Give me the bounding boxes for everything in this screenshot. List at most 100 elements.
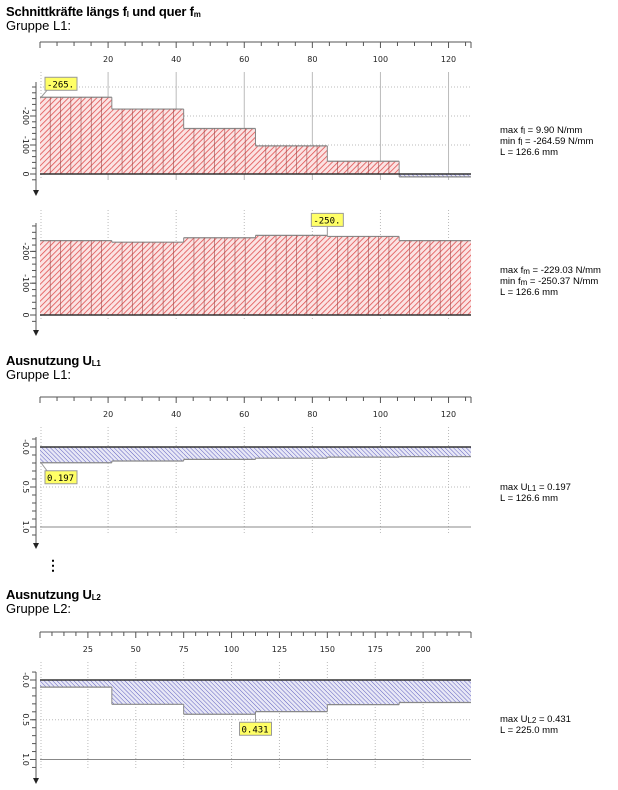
stats-ul1: max UL1 = 0.197 L = 126.6 mm: [500, 482, 571, 504]
y-axis: 0 -100 -200: [21, 82, 39, 196]
value-callout: 0.197: [40, 462, 78, 485]
callout-box: [239, 721, 272, 736]
stat-subscript: L1: [527, 484, 537, 493]
title-text: Schnittkräfte längs f: [6, 4, 127, 19]
stat-text: max U: [500, 714, 528, 725]
y-axis: -0.0 0.5 1.0: [21, 671, 39, 784]
bar: [183, 447, 256, 460]
title-subscript: L1: [91, 359, 101, 368]
x-tick-label: 40: [171, 55, 181, 64]
callout-label: 0.431: [242, 725, 269, 735]
value-callout: 0.431: [239, 714, 272, 736]
title-text: Ausnutzung U: [6, 353, 92, 368]
section-title-ul1: Ausnutzung UL1: [6, 353, 101, 368]
x-axis: 25 50 75 100 125 150 175 200: [39, 631, 472, 654]
chart-fl: 20 40 60 80 100 120 0 -100 -200 -265.: [21, 41, 472, 196]
callout-label: -250.: [313, 216, 340, 226]
bar: [255, 235, 328, 315]
bar: [111, 680, 184, 705]
bar: [111, 109, 184, 174]
y-tick-label: -100: [21, 274, 30, 292]
stat-subscript: l: [520, 138, 523, 147]
bar: [255, 680, 328, 712]
stat-line: max fm = -229.03 N/mm: [500, 265, 601, 276]
x-tick-label: 60: [239, 410, 249, 419]
bar: [399, 680, 471, 703]
group-label: Gruppe L2:: [6, 601, 72, 616]
arrow-down-icon: [33, 543, 39, 549]
x-tick-label: 100: [373, 55, 388, 64]
stat-text: = 0.431: [536, 714, 571, 725]
stat-text: L = 126.6 mm: [500, 493, 558, 504]
x-tick-label: 120: [441, 55, 456, 64]
stat-subscript: L2: [527, 716, 537, 725]
section-title-forces: Schnittkräfte längs fl und quer fm: [6, 4, 201, 19]
stat-text: = 9.90 N/mm: [525, 125, 583, 136]
x-tick-label: 175: [368, 645, 383, 654]
bar: [399, 174, 471, 177]
stat-subscript: m: [520, 278, 528, 287]
x-tick-label: 125: [272, 645, 287, 654]
group-label: Gruppe L1:: [6, 367, 72, 382]
callout-leader: [40, 462, 48, 472]
callout-label: 0.197: [47, 474, 74, 484]
stat-line: L = 225.0 mm: [500, 725, 571, 736]
title-subscript: L2: [91, 593, 101, 602]
bar: [327, 161, 400, 174]
bar: [183, 680, 256, 715]
y-tick-label: -200: [21, 242, 30, 260]
stat-line: max UL2 = 0.431: [500, 714, 571, 725]
group-label: Gruppe L1:: [6, 18, 72, 33]
x-tick-label: 200: [415, 645, 430, 654]
title-text: und quer f: [128, 4, 194, 19]
stats-fl: max fl = 9.90 N/mm min fl = -264.59 N/mm L…: [500, 125, 593, 158]
y-axis: 0 -100 -200: [21, 223, 39, 336]
value-callout: -250.: [310, 212, 344, 236]
arrow-down-icon: [33, 190, 39, 196]
x-tick-label: 80: [307, 55, 317, 64]
callout-box: [44, 76, 78, 91]
stat-text: = 0.197: [536, 482, 571, 493]
stat-line: max fl = 9.90 N/mm: [500, 125, 593, 136]
x-tick-label: 75: [179, 645, 189, 654]
stats-fm: max fm = -229.03 N/mm min fm = -250.37 N/…: [500, 265, 601, 298]
bar: [40, 680, 112, 688]
stat-line: min fl = -264.59 N/mm: [500, 136, 593, 147]
stat-text: min f: [500, 276, 521, 287]
x-tick-label: 20: [103, 55, 113, 64]
x-tick-label: 100: [224, 645, 239, 654]
x-axis: 20 40 60 80 100 120: [39, 41, 472, 64]
y-tick-label: -0.0: [21, 672, 30, 688]
stat-line: L = 126.6 mm: [500, 287, 601, 298]
stat-text: L = 126.6 mm: [500, 287, 558, 298]
callout-label: -265.: [47, 80, 74, 90]
chart-fm: 0 -100 -200 -250.: [21, 210, 471, 336]
title-text: Ausnutzung U: [6, 587, 92, 602]
section-title-ul2: Ausnutzung UL2: [6, 587, 101, 602]
y-tick-label: -100: [21, 136, 30, 154]
bar: [40, 447, 112, 463]
stat-line: max UL1 = 0.197: [500, 482, 571, 493]
y-tick-label: 1.0: [21, 753, 30, 766]
stat-text: max f: [500, 125, 524, 136]
callout-box: [44, 470, 78, 485]
bar: [111, 242, 184, 315]
x-tick-label: 20: [103, 410, 113, 419]
x-tick-label: 25: [83, 645, 93, 654]
stat-subscript: m: [523, 267, 530, 276]
y-axis: -0.0 0.5 1.0: [21, 437, 39, 549]
bar: [111, 447, 184, 461]
bar: [40, 240, 112, 315]
title-subscript: m: [193, 10, 201, 19]
x-tick-label: 150: [320, 645, 335, 654]
chart-ul1: 20 40 60 80 100 120 -0.0 0.5 1.0 0.197: [21, 396, 472, 549]
stat-line: L = 126.6 mm: [500, 147, 593, 158]
chart-ul2: 25 50 75 100 125 150 175 200 -0.0 0.5 1.0 0.431: [21, 631, 472, 784]
arrow-down-icon: [33, 330, 39, 336]
bar: [183, 237, 256, 315]
stats-ul2: max UL2 = 0.431 L = 225.0 mm: [500, 714, 571, 736]
bar: [255, 447, 328, 459]
x-tick-label: 40: [171, 410, 181, 419]
value-callout: -265.: [40, 76, 78, 98]
stat-text: max f: [500, 265, 524, 276]
